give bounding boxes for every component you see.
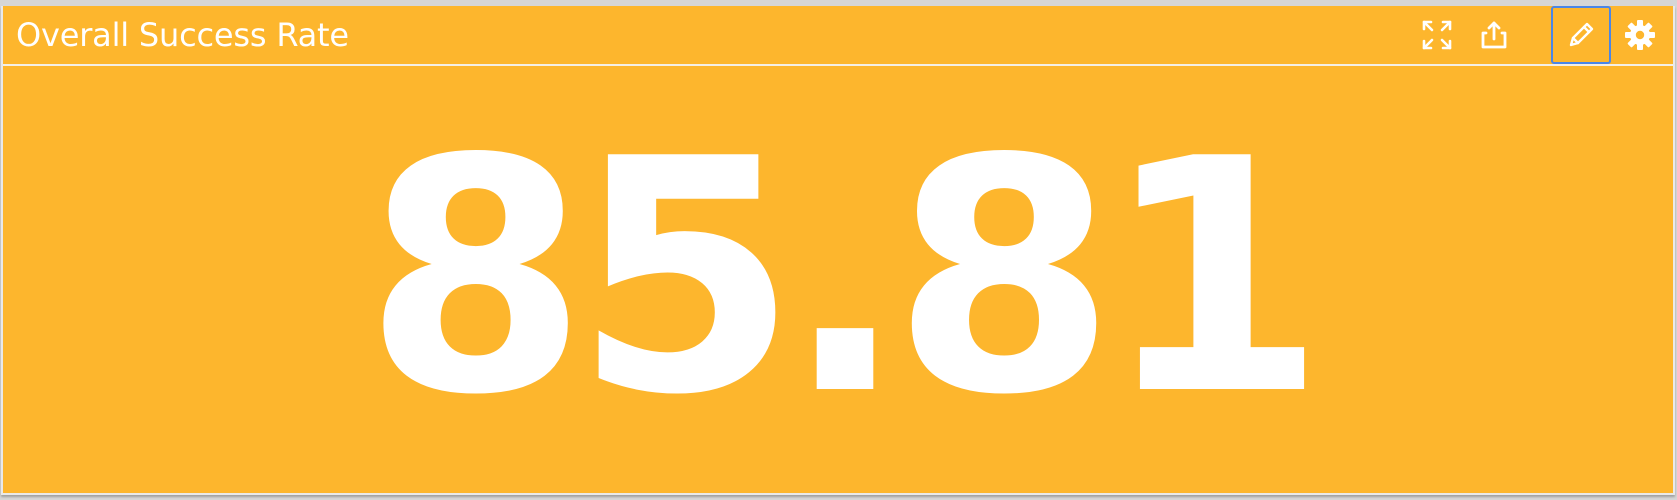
expand-icon bbox=[1422, 20, 1452, 50]
share-icon bbox=[1481, 21, 1507, 49]
pencil-icon bbox=[1569, 22, 1594, 47]
edit-button[interactable] bbox=[1551, 6, 1611, 64]
gear-icon bbox=[1625, 20, 1655, 50]
widget-title: Overall Success Rate bbox=[16, 16, 349, 54]
widget-header: Overall Success Rate bbox=[3, 6, 1673, 66]
metric-value: 85.81 bbox=[363, 89, 1327, 465]
success-rate-widget: Overall Success Rate bbox=[1, 6, 1675, 495]
settings-button[interactable] bbox=[1610, 6, 1670, 64]
expand-button[interactable] bbox=[1407, 6, 1467, 64]
share-button[interactable] bbox=[1464, 6, 1524, 64]
